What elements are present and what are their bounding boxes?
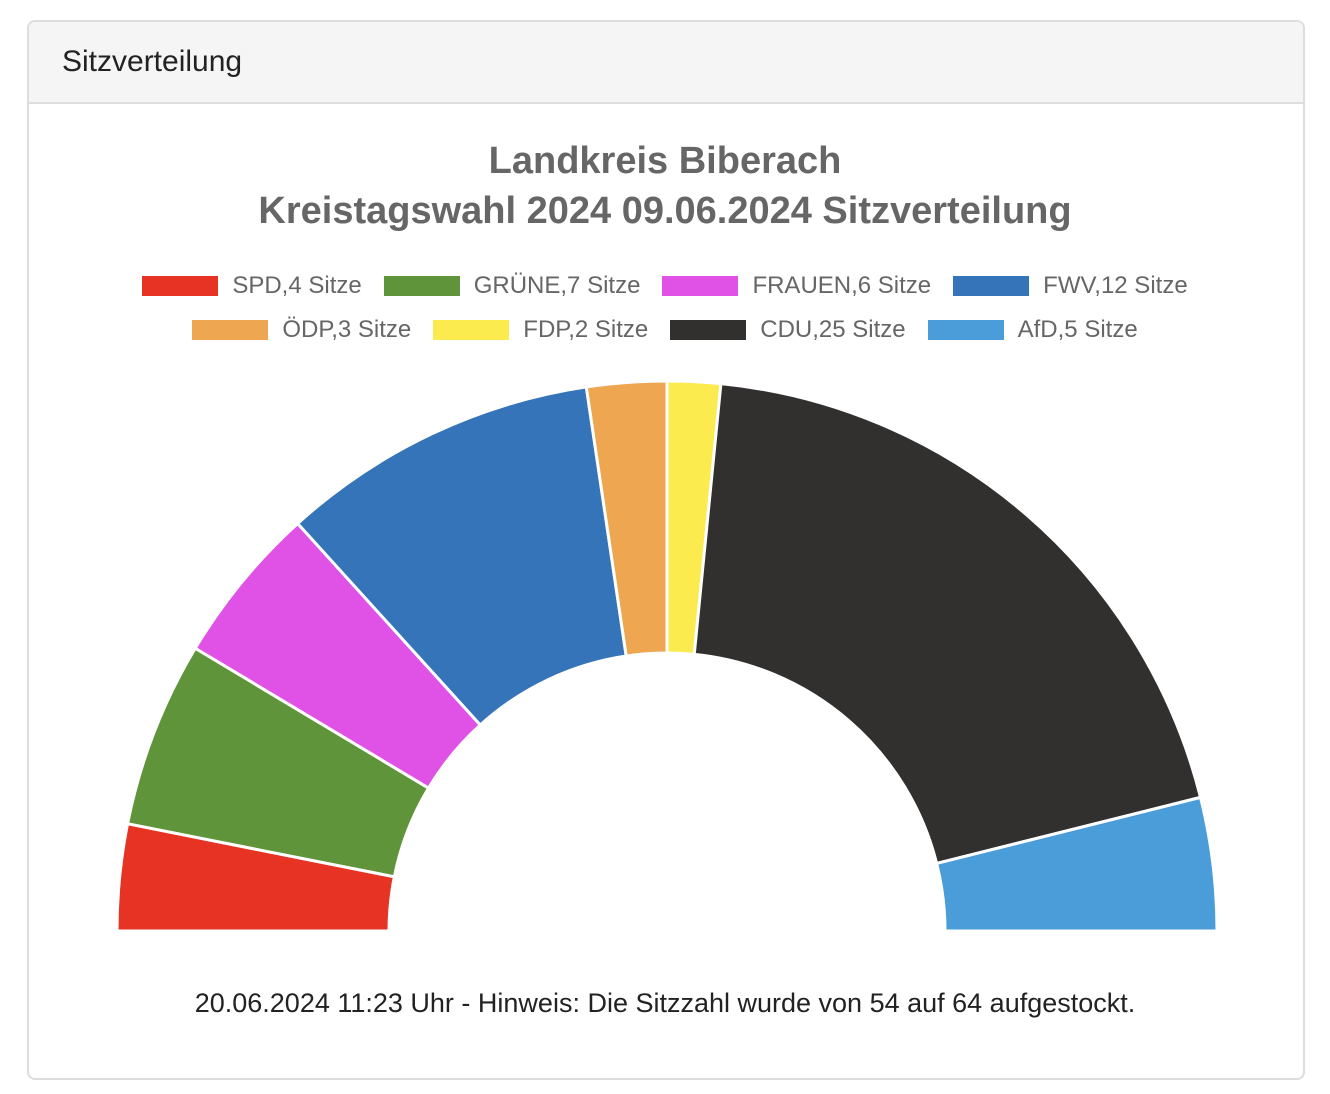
slice-afd[interactable] [935, 795, 1219, 933]
legend-label: ÖDP,3 Sitze [282, 316, 412, 343]
legend-item-fwv[interactable]: FWV,12 Sitze [953, 271, 1188, 301]
slice-cdu[interactable] [692, 382, 1203, 865]
legend-row: ÖDP,3 Sitze FDP,2 Sitze CDU,25 Sitze AfD,5 … [0, 315, 1330, 345]
legend-swatch [142, 276, 219, 296]
legend-item-afd[interactable]: AfD,5 Sitze [927, 315, 1138, 345]
legend-swatch [383, 276, 460, 296]
legend-label: SPD,4 Sitze [232, 272, 362, 299]
legend-item-fdp[interactable]: FDP,2 Sitze [433, 315, 648, 345]
legend-label: CDU,25 Sitze [760, 316, 906, 343]
slice-fwv[interactable] [296, 385, 628, 727]
panel-heading: Sitzverteilung [29, 22, 1303, 104]
legend-swatch [433, 320, 510, 340]
legend-row: SPD,4 Sitze GRÜNE,7 Sitze FRAUEN,6 Sitze FW… [0, 271, 1330, 301]
legend-swatch [953, 276, 1030, 296]
legend-swatch [670, 320, 747, 340]
legend-item-ödp[interactable]: ÖDP,3 Sitze [192, 315, 411, 345]
legend-item-frauen[interactable]: FRAUEN,6 Sitze [662, 271, 931, 301]
legend-label: FRAUEN,6 Sitze [752, 272, 932, 299]
legend-item-grüne[interactable]: GRÜNE,7 Sitze [383, 271, 641, 301]
legend-label: AfD,5 Sitze [1017, 316, 1138, 343]
legend-swatch [662, 276, 739, 296]
legend-label: FWV,12 Sitze [1043, 272, 1188, 299]
legend-label: GRÜNE,7 Sitze [473, 272, 641, 299]
chart-subtitle: Kreistagswahl 2024 09.06.2024 Sitzvertei… [258, 190, 1072, 232]
legend-item-cdu[interactable]: CDU,25 Sitze [670, 315, 906, 345]
legend-item-spd[interactable]: SPD,4 Sitze [142, 271, 362, 301]
legend-swatch [927, 320, 1004, 340]
legend-label: FDP,2 Sitze [523, 316, 649, 343]
legend-swatch [192, 320, 269, 340]
chart-title: Landkreis Biberach [488, 140, 842, 182]
footer-note: 20.06.2024 11:23 Uhr - Hinweis: Die Sitz… [194, 988, 1136, 1018]
